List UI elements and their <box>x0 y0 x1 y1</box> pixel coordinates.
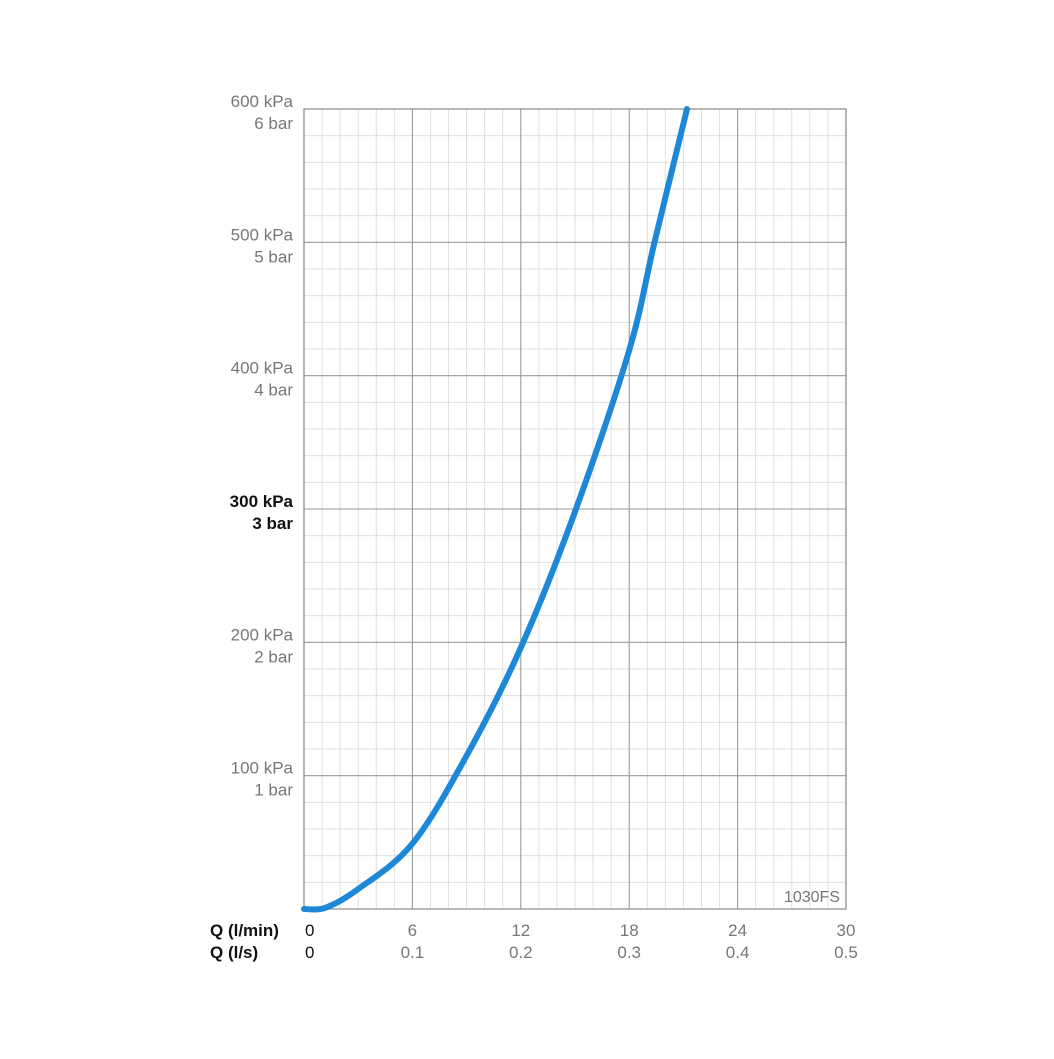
model-label: 1030FS <box>784 889 840 906</box>
x-tick-label-lmin: 0 <box>305 921 314 940</box>
series-layer <box>301 106 691 913</box>
x-tick-label-lmin: 6 <box>408 921 417 940</box>
y-tick-label-kpa: 300 kPa <box>230 492 294 511</box>
y-tick-label-bar: 2 bar <box>254 647 293 666</box>
x-tick-label-lmin: 24 <box>728 921 747 940</box>
y-tick-label-kpa: 600 kPa <box>231 92 294 111</box>
x-tick-label-lmin: 12 <box>511 921 530 940</box>
x-tick-label-ls: 0.2 <box>509 943 533 962</box>
pressure-flow-curve <box>301 106 691 913</box>
x-axis-label-ls: Q (l/s) <box>210 943 258 962</box>
y-tick-label-kpa: 500 kPa <box>231 225 294 244</box>
x-tick-label-ls: 0.1 <box>401 943 425 962</box>
x-tick-label-ls: 0 <box>305 943 314 962</box>
y-tick-label-bar: 4 bar <box>254 381 293 400</box>
x-tick-label-lmin: 30 <box>837 921 856 940</box>
y-axis-labels: 100 kPa 1 bar 200 kPa 2 bar 300 kPa 3 bar 400 … <box>230 92 294 800</box>
y-tick-label-bar: 1 bar <box>254 781 293 800</box>
y-tick-label-kpa: 100 kPa <box>231 759 294 778</box>
x-tick-label-ls: 0.4 <box>726 943 750 962</box>
x-axis-label-lmin: Q (l/min) <box>210 921 279 940</box>
x-tick-label-ls: 0.3 <box>617 943 641 962</box>
x-axis-labels: 0 0 6 0.1 12 0.2 18 0.3 24 0.4 30 0.5 <box>305 921 858 962</box>
y-tick-label-kpa: 400 kPa <box>231 359 294 378</box>
y-tick-label-kpa: 200 kPa <box>231 625 294 644</box>
y-tick-label-bar: 3 bar <box>252 514 293 533</box>
x-tick-label-ls: 0.5 <box>834 943 858 962</box>
plot-frame <box>303 108 847 910</box>
y-tick-label-bar: 5 bar <box>254 247 293 266</box>
y-tick-label-bar: 6 bar <box>254 114 293 133</box>
x-tick-label-lmin: 18 <box>620 921 639 940</box>
